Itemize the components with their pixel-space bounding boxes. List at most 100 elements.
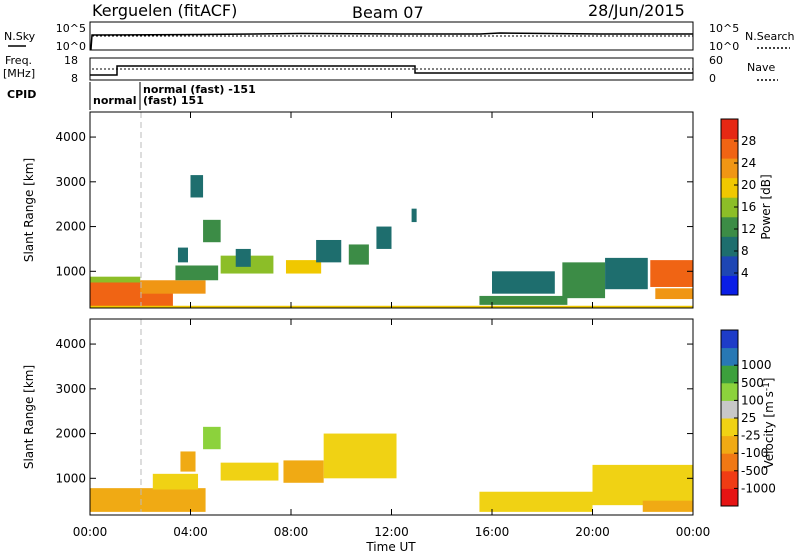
station-title: Kerguelen (fitACF) (92, 1, 237, 20)
freq-left-tick-bottom: 8 (71, 72, 78, 85)
velocity-colorbar-block-4 (721, 418, 738, 437)
x-axis-label: Time UT (365, 540, 416, 554)
freq-label-2: [MHz] (3, 67, 35, 80)
cpid-mode-fast-b: (fast) 151 (143, 94, 204, 107)
vel-ytick-label-3: 4000 (55, 337, 86, 351)
power-colorbar-block-5 (721, 177, 738, 198)
power-scatter-region-4 (177, 247, 188, 263)
vel-ytick-label-1: 2000 (55, 427, 86, 441)
power-colorbar-tick-0: 4 (741, 266, 749, 280)
power-scatter-region-15 (492, 271, 555, 294)
x-tick-label-1: 04:00 (173, 525, 208, 539)
velocity-colorbar-block-6 (721, 382, 738, 401)
velocity-colorbar-tick-5: 100 (741, 393, 764, 407)
power-colorbar-block-3 (721, 216, 738, 237)
velocity-colorbar-block-1 (721, 470, 738, 489)
freq-label-1: Freq. (5, 54, 32, 67)
power-scatter-region-5 (190, 175, 204, 198)
power-yticks: 1000 2000 3000 4000 (55, 130, 693, 278)
power-colorbar-blocks (721, 119, 738, 296)
power-scatter-region-9 (285, 260, 322, 274)
power-colorbar-block-8 (721, 119, 738, 140)
nave-label: Nave (747, 61, 775, 74)
velocity-colorbar-ticks: -1000 -500 -100 -25 25 100 500 1000 (734, 358, 776, 495)
velocity-colorbar-tick-0: -1000 (741, 481, 776, 495)
vel-scatter-region-5 (283, 460, 324, 483)
velocity-colorbar-block-8 (721, 347, 738, 366)
cpid-panel: CPID normal normal (fast) -151 (fast) 15… (7, 82, 256, 110)
velocity-colorbar-tick-6: 500 (741, 376, 764, 390)
power-colorbar-block-1 (721, 255, 738, 276)
power-scatter-region-17 (605, 257, 648, 290)
velocity-colorbar: -1000 -500 -100 -25 25 100 500 1000 Velocity [m… (720, 329, 776, 507)
power-colorbar-block-0 (721, 275, 738, 296)
power-colorbar-label: Power [dB] (759, 174, 773, 239)
power-colorbar-ticks: 4 8 12 16 20 24 28 (734, 134, 756, 280)
velocity-colorbar-blocks (721, 330, 738, 507)
power-colorbar-tick-1: 8 (741, 244, 749, 258)
velocity-yticks: 1000 2000 3000 4000 (55, 337, 693, 485)
power-colorbar-tick-4: 20 (741, 178, 756, 192)
x-tick-label-2: 08:00 (274, 525, 309, 539)
vel-scatter-region-9 (642, 500, 693, 512)
power-panel: Slant Range [km] 1000 2000 3000 4000 (22, 111, 694, 309)
power-ytick-label-2: 3000 (55, 175, 86, 189)
velocity-ylabel: Slant Range [km] (22, 365, 36, 469)
velocity-colorbar-block-5 (721, 400, 738, 419)
velocity-colorbar-tick-7: 1000 (741, 358, 772, 372)
velocity-colorbar-tick-1: -500 (741, 464, 768, 478)
freq-left-tick-top: 18 (64, 54, 78, 67)
vel-ytick-label-2: 3000 (55, 382, 86, 396)
power-scatter-region-11 (348, 244, 369, 265)
velocity-colorbar-tick-4: 25 (741, 411, 756, 425)
velocity-colorbar-tick-2: -100 (741, 446, 768, 460)
vel-scatter-region-3 (203, 426, 221, 450)
power-colorbar-tick-5: 24 (741, 156, 756, 170)
x-tick-label-4: 16:00 (475, 525, 510, 539)
power-scatter-region-10 (316, 239, 342, 263)
noise-sky-line (90, 32, 693, 50)
power-ytick-label-3: 4000 (55, 130, 86, 144)
x-tick-label-0: 00:00 (73, 525, 108, 539)
velocity-data (90, 426, 693, 512)
power-scatter-region-12 (376, 226, 392, 249)
vel-scatter-region-8 (592, 464, 693, 506)
velocity-frame (89, 318, 694, 516)
beam-title: Beam 07 (352, 3, 424, 22)
power-data (90, 175, 693, 308)
noise-right-tick-top: 10^5 (709, 22, 739, 35)
noise-right-tick-bottom: 10^0 (709, 40, 739, 53)
power-frame (89, 111, 694, 309)
x-tick-label-6: 00:00 (676, 525, 711, 539)
vel-scatter-region-6 (323, 433, 397, 479)
velocity-colorbar-block-3 (721, 435, 738, 454)
power-colorbar-block-6 (721, 158, 738, 179)
date-title: 28/Jun/2015 (588, 1, 685, 20)
power-scatter-region-1 (90, 276, 141, 283)
velocity-colorbar-block-7 (721, 365, 738, 384)
noise-panel: N.Sky 10^5 10^0 10^5 10^0 N.Search (4, 21, 795, 53)
power-colorbar-tick-3: 16 (741, 200, 756, 214)
velocity-colorbar-block-9 (721, 330, 738, 349)
power-scatter-region-6 (203, 219, 221, 243)
power-scatter-region-2 (140, 280, 206, 294)
power-colorbar-block-7 (721, 138, 738, 159)
noise-left-label: N.Sky (4, 30, 36, 43)
noise-left-tick-bottom: 10^0 (56, 40, 86, 53)
power-scatter-region-13 (411, 208, 417, 223)
power-scatter-region-8 (235, 248, 251, 267)
power-scatter-region-16 (562, 262, 606, 299)
freq-line (90, 65, 693, 76)
cpid-mode-fast-a: normal (fast) -151 (143, 83, 256, 96)
vel-scatter-region-7 (479, 491, 593, 512)
power-colorbar-block-2 (721, 236, 738, 257)
cpid-label: CPID (7, 88, 36, 101)
x-tick-label-5: 20:00 (575, 525, 610, 539)
power-colorbar-tick-6: 28 (741, 134, 756, 148)
freq-panel: Freq. [MHz] 18 8 60 0 Nave (3, 54, 778, 85)
power-ytick-label-0: 1000 (55, 264, 86, 278)
velocity-colorbar-block-2 (721, 453, 738, 472)
power-ylabel: Slant Range [km] (22, 158, 36, 262)
